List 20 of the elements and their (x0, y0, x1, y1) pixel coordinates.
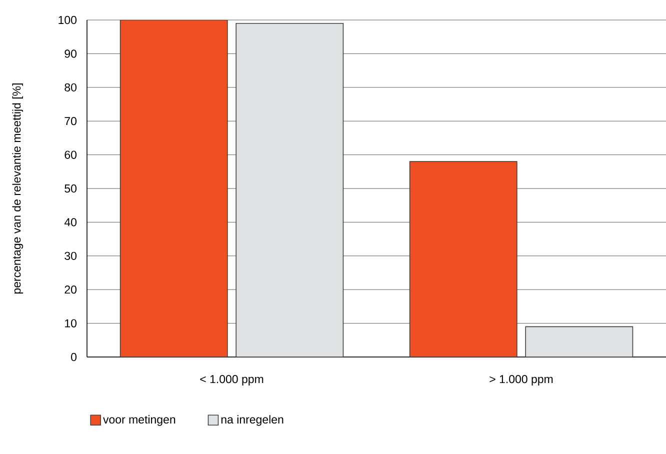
legend-label: na inregelen (221, 415, 284, 426)
y-tick-label: 60 (64, 150, 77, 159)
y-tick-label: 90 (64, 50, 77, 58)
x-tick-label: > 1.000 ppm (490, 375, 553, 386)
legend-label: voor metingen (103, 415, 176, 426)
bar (120, 20, 228, 357)
y-tick-label: 20 (64, 286, 77, 294)
x-tick-label: < 1.000 ppm (200, 375, 264, 386)
y-tick-label: 30 (64, 252, 77, 260)
y-tick-label: 100 (58, 16, 77, 24)
bar (236, 22, 344, 357)
y-tick-label: 10 (65, 319, 77, 328)
y-tick-label: 50 (64, 184, 77, 193)
y-tick-label: 40 (64, 218, 77, 226)
bar (525, 326, 634, 357)
y-axis-title: percentage van de relevantie meettijd [%] (12, 84, 23, 294)
y-tick-label: 0 (71, 352, 77, 362)
bar (409, 161, 518, 357)
y-tick-label: 70 (64, 117, 77, 126)
y-tick-label: 80 (64, 83, 77, 92)
